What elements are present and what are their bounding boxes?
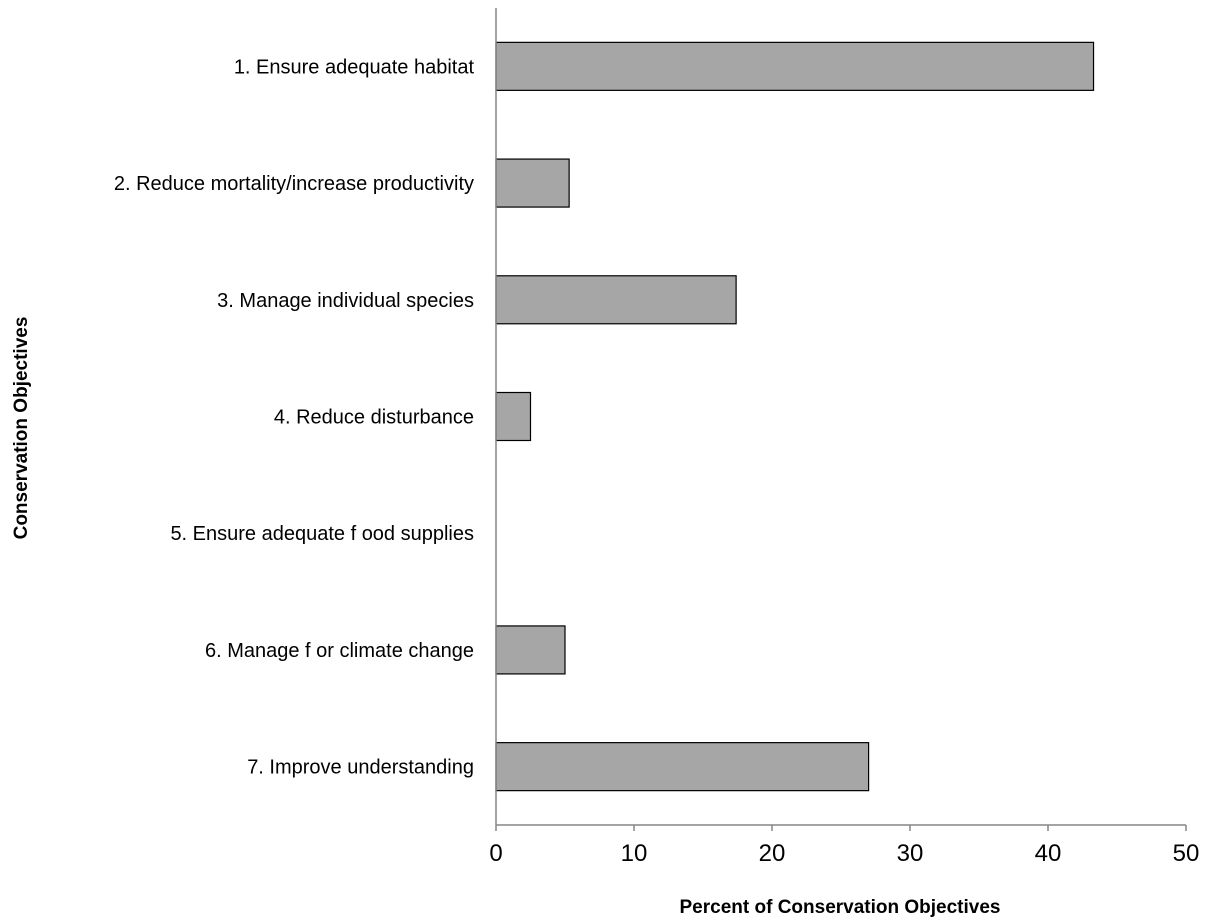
category-label-3: 3. Manage individual species [217, 290, 474, 312]
bar-7 [495, 742, 870, 792]
x-tick-label-0: 0 [489, 840, 502, 867]
category-label-2: 2. Reduce mortality/increase productivit… [114, 173, 474, 195]
category-label-5: 5. Ensure adequate f ood supplies [170, 523, 474, 545]
x-tick-label-10: 10 [621, 840, 648, 867]
x-tick-label-50: 50 [1173, 840, 1200, 867]
bar-6 [495, 625, 566, 675]
category-label-1: 1. Ensure adequate habitat [234, 56, 475, 78]
x-tick-label-30: 30 [897, 840, 924, 867]
bars-layer [495, 41, 1095, 792]
category-label-4: 4. Reduce disturbance [274, 407, 474, 429]
y-axis-title: Conservation Objectives [11, 317, 32, 540]
category-label-7: 7. Improve understanding [247, 757, 474, 779]
bar-3 [495, 275, 737, 325]
category-label-6: 6. Manage f or climate change [205, 640, 474, 662]
bar-2 [495, 158, 570, 208]
bar-1 [495, 41, 1095, 91]
x-axis-title: Percent of Conservation Objectives [680, 897, 1001, 918]
x-tick-label-40: 40 [1035, 840, 1062, 867]
axes-layer [495, 8, 1187, 831]
bar-4 [495, 391, 532, 442]
x-tick-label-20: 20 [759, 840, 786, 867]
labels-layer: 1. Ensure adequate habitat 2. Reduce mort… [114, 56, 1200, 867]
